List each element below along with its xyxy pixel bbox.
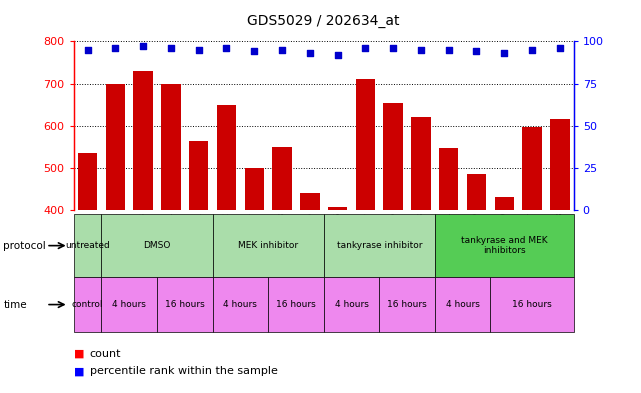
Text: ■: ■	[74, 349, 88, 359]
Text: 4 hours: 4 hours	[224, 300, 257, 309]
Bar	[383, 103, 403, 210]
Text: 16 hours: 16 hours	[165, 300, 204, 309]
Text: untreated: untreated	[65, 241, 110, 250]
Text: count: count	[90, 349, 121, 359]
Point	[388, 45, 398, 51]
Point	[83, 46, 93, 53]
Point	[416, 46, 426, 53]
Text: 16 hours: 16 hours	[387, 300, 427, 309]
Text: control: control	[72, 300, 103, 309]
Bar	[356, 79, 375, 210]
Bar	[78, 153, 97, 210]
Point	[221, 45, 231, 51]
Text: tankyrase and MEK
inhibitors: tankyrase and MEK inhibitors	[461, 236, 547, 255]
Point	[471, 48, 481, 55]
Point	[304, 50, 315, 56]
Bar	[550, 119, 570, 210]
Point	[554, 45, 565, 51]
Bar	[300, 193, 319, 210]
Bar	[189, 141, 208, 210]
Bar	[162, 83, 181, 210]
Text: protocol: protocol	[3, 241, 46, 251]
Point	[360, 45, 370, 51]
Bar	[467, 174, 487, 210]
Point	[444, 46, 454, 53]
Point	[166, 45, 176, 51]
Text: MEK inhibitor: MEK inhibitor	[238, 241, 298, 250]
Text: percentile rank within the sample: percentile rank within the sample	[90, 366, 278, 376]
Point	[333, 51, 343, 58]
Text: DMSO: DMSO	[144, 241, 171, 250]
Bar	[328, 207, 347, 210]
Point	[194, 46, 204, 53]
Bar	[133, 71, 153, 210]
Text: GDS5029 / 202634_at: GDS5029 / 202634_at	[247, 14, 400, 28]
Text: time: time	[3, 299, 27, 310]
Point	[110, 45, 121, 51]
Bar	[106, 83, 125, 210]
Bar	[272, 147, 292, 210]
Bar	[439, 148, 458, 210]
Bar	[217, 105, 237, 210]
Text: 4 hours: 4 hours	[335, 300, 369, 309]
Bar	[495, 197, 514, 210]
Point	[249, 48, 260, 55]
Bar	[412, 117, 431, 210]
Text: ■: ■	[74, 366, 88, 376]
Bar	[522, 127, 542, 210]
Bar	[245, 168, 264, 210]
Point	[277, 46, 287, 53]
Text: tankyrase inhibitor: tankyrase inhibitor	[337, 241, 422, 250]
Point	[527, 46, 537, 53]
Point	[138, 43, 148, 50]
Text: 4 hours: 4 hours	[445, 300, 479, 309]
Point	[499, 50, 510, 56]
Text: 16 hours: 16 hours	[512, 300, 552, 309]
Text: 4 hours: 4 hours	[112, 300, 146, 309]
Text: 16 hours: 16 hours	[276, 300, 316, 309]
